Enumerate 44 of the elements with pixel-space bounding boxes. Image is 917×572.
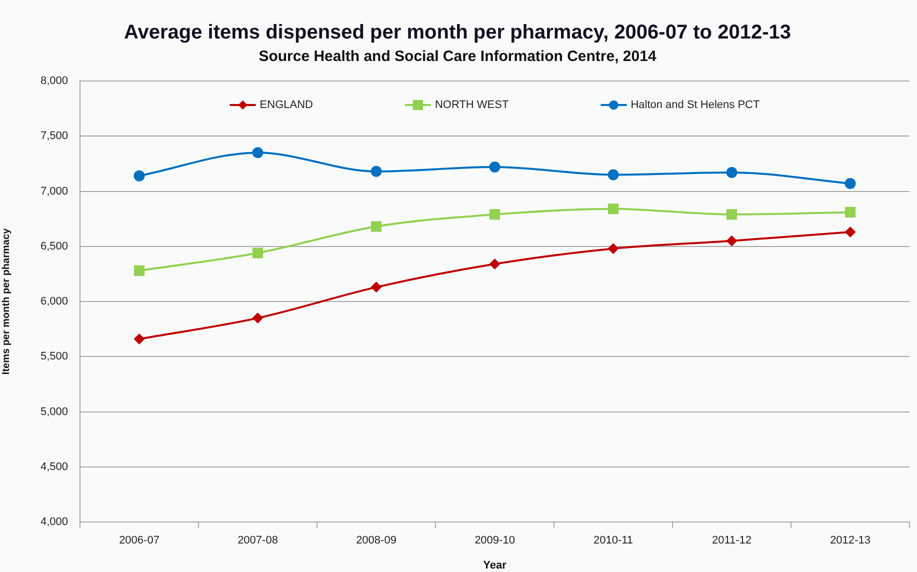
x-tick-label: 2007-08 — [238, 534, 278, 547]
point — [489, 161, 500, 172]
x-tick-label: 2006-07 — [119, 534, 160, 547]
y-tick-label: 6,000 — [40, 296, 68, 308]
point — [134, 265, 145, 276]
y-axis-title: Items per month per pharmacy — [0, 228, 12, 375]
point — [726, 235, 738, 246]
point — [844, 178, 856, 190]
x-tick-label: 2011-12 — [712, 534, 752, 547]
chart-title: Average items dispensed per month per pharmacy, 2006-07 to 2012-13 — [124, 22, 791, 44]
y-tick-label: 4,000 — [40, 516, 68, 528]
y-tick-label: 5,000 — [40, 406, 68, 418]
point — [726, 209, 738, 220]
point — [608, 169, 619, 180]
point — [252, 248, 264, 258]
point — [489, 258, 500, 270]
x-tick-label: 2009-10 — [474, 534, 515, 547]
chart-subtitle: Source Health and Social Care Information Centre, 2014 — [258, 48, 657, 66]
y-tick-label: 4,500 — [40, 460, 68, 473]
legend-label: ENGLAND — [260, 99, 314, 112]
point — [370, 282, 382, 293]
point — [370, 166, 382, 177]
y-tick-label: 7,500 — [40, 130, 68, 142]
x-axis-title: Year — [483, 559, 508, 572]
point — [726, 167, 738, 178]
point — [134, 170, 145, 182]
point — [844, 206, 856, 218]
y-tick-label: 6,500 — [40, 240, 68, 252]
point — [844, 226, 856, 238]
y-tick-label: 8,000 — [40, 75, 68, 88]
point — [608, 243, 619, 254]
y-tick-label: 7,000 — [40, 185, 68, 198]
legend-label: NORTH WEST — [434, 99, 509, 112]
point — [252, 312, 264, 324]
point — [134, 333, 145, 344]
point — [489, 209, 500, 220]
point — [370, 221, 382, 232]
x-tick-label: 2010-11 — [593, 534, 634, 547]
point — [608, 204, 619, 214]
point — [252, 147, 264, 158]
y-tick-label: 5,500 — [40, 350, 68, 363]
legend-label: Halton and St Helens PCT — [630, 99, 760, 112]
x-tick-label: 2008-09 — [356, 534, 396, 547]
x-tick-label: 2012-13 — [830, 534, 870, 547]
